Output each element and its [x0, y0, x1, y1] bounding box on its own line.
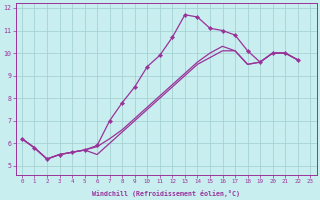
X-axis label: Windchill (Refroidissement éolien,°C): Windchill (Refroidissement éolien,°C): [92, 190, 240, 197]
